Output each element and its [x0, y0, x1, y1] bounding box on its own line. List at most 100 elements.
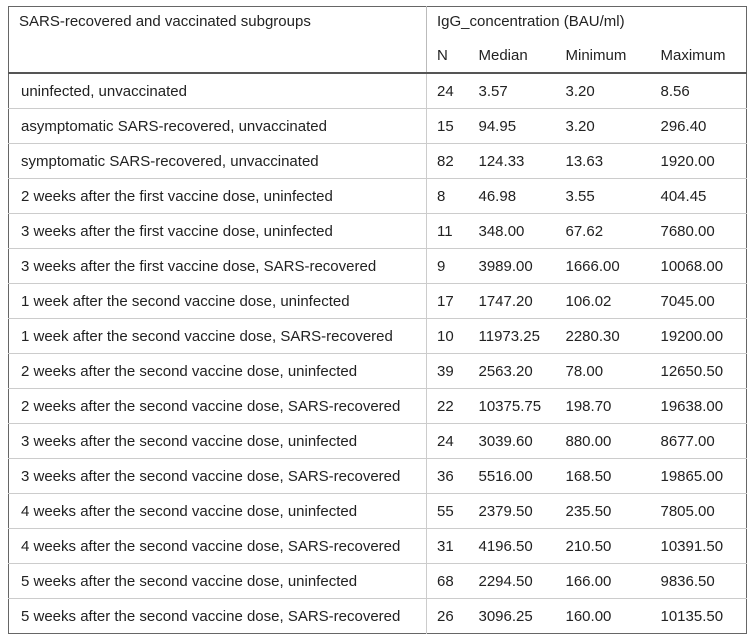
table-row: 3 weeks after the second vaccine dose, S…: [8, 458, 747, 494]
cell: 67.62: [555, 213, 651, 249]
row-label: 3 weeks after the second vaccine dose, u…: [8, 423, 427, 459]
cell: 8677.00: [650, 423, 747, 459]
row-label: 4 weeks after the second vaccine dose, u…: [8, 493, 427, 529]
column-header: Median: [468, 41, 556, 74]
cell: 39: [426, 353, 469, 389]
cell: 348.00: [468, 213, 556, 249]
cell: 19638.00: [650, 388, 747, 424]
group-header: SARS-recovered and vaccinated subgroups: [8, 6, 427, 74]
cell: 1920.00: [650, 143, 747, 179]
table-row: 4 weeks after the second vaccine dose, u…: [8, 493, 747, 529]
cell: 168.50: [555, 458, 651, 494]
cell: 3.20: [555, 108, 651, 144]
table-row: 5 weeks after the second vaccine dose, u…: [8, 563, 747, 599]
cell: 10: [426, 318, 469, 354]
cell: 9: [426, 248, 469, 284]
cell: 78.00: [555, 353, 651, 389]
cell: 880.00: [555, 423, 651, 459]
row-label: 2 weeks after the first vaccine dose, un…: [8, 178, 427, 214]
cell: 7805.00: [650, 493, 747, 529]
cell: 106.02: [555, 283, 651, 319]
row-label: 2 weeks after the second vaccine dose, S…: [8, 388, 427, 424]
table-row: 5 weeks after the second vaccine dose, S…: [8, 598, 747, 634]
cell: 9836.50: [650, 563, 747, 599]
cell: 24: [426, 72, 469, 109]
table-row: uninfected, unvaccinated 24 3.57 3.20 8.56: [8, 72, 747, 109]
cell: 17: [426, 283, 469, 319]
table-row: 2 weeks after the second vaccine dose, u…: [8, 353, 747, 389]
cell: 5516.00: [468, 458, 556, 494]
cell: 2294.50: [468, 563, 556, 599]
row-label: 5 weeks after the second vaccine dose, u…: [8, 563, 427, 599]
cell: 13.63: [555, 143, 651, 179]
cell: 12650.50: [650, 353, 747, 389]
row-label: 4 weeks after the second vaccine dose, S…: [8, 528, 427, 564]
cell: 82: [426, 143, 469, 179]
table-row: 3 weeks after the second vaccine dose, u…: [8, 423, 747, 459]
cell: 36: [426, 458, 469, 494]
data-table: SARS-recovered and vaccinated subgroups …: [8, 6, 748, 634]
cell: 94.95: [468, 108, 556, 144]
cell: 10068.00: [650, 248, 747, 284]
cell: 15: [426, 108, 469, 144]
cell: 235.50: [555, 493, 651, 529]
cell: 55: [426, 493, 469, 529]
cell: 26: [426, 598, 469, 634]
cell: 296.40: [650, 108, 747, 144]
cell: 7045.00: [650, 283, 747, 319]
cell: 11: [426, 213, 469, 249]
cell: 124.33: [468, 143, 556, 179]
cell: 10375.75: [468, 388, 556, 424]
table-row: 3 weeks after the first vaccine dose, SA…: [8, 248, 747, 284]
cell: 24: [426, 423, 469, 459]
table-row: 3 weeks after the first vaccine dose, un…: [8, 213, 747, 249]
cell: 3989.00: [468, 248, 556, 284]
table-row: 2 weeks after the second vaccine dose, S…: [8, 388, 747, 424]
cell: 19200.00: [650, 318, 747, 354]
cell: 8.56: [650, 72, 747, 109]
cell: 8: [426, 178, 469, 214]
row-label: symptomatic SARS-recovered, unvaccinated: [8, 143, 427, 179]
table-row: 2 weeks after the first vaccine dose, un…: [8, 178, 747, 214]
cell: 3.20: [555, 72, 651, 109]
table-row: 4 weeks after the second vaccine dose, S…: [8, 528, 747, 564]
column-header: Maximum: [650, 41, 747, 74]
cell: 19865.00: [650, 458, 747, 494]
row-label: 3 weeks after the first vaccine dose, SA…: [8, 248, 427, 284]
row-label: asymptomatic SARS-recovered, unvaccinate…: [8, 108, 427, 144]
cell: 31: [426, 528, 469, 564]
table-row: asymptomatic SARS-recovered, unvaccinate…: [8, 108, 747, 144]
cell: 3096.25: [468, 598, 556, 634]
cell: 160.00: [555, 598, 651, 634]
row-label: 5 weeks after the second vaccine dose, S…: [8, 598, 427, 634]
row-label: uninfected, unvaccinated: [8, 72, 427, 109]
cell: 22: [426, 388, 469, 424]
measure-header: IgG_concentration (BAU/ml): [437, 13, 625, 30]
cell: 1747.20: [468, 283, 556, 319]
cell: 3039.60: [468, 423, 556, 459]
cell: 166.00: [555, 563, 651, 599]
cell: 46.98: [468, 178, 556, 214]
row-label: 2 weeks after the second vaccine dose, u…: [8, 353, 427, 389]
cell: 7680.00: [650, 213, 747, 249]
column-header: Minimum: [555, 41, 651, 74]
table-row: 1 week after the second vaccine dose, SA…: [8, 318, 747, 354]
cell: 3.57: [468, 72, 556, 109]
table-row: 1 week after the second vaccine dose, un…: [8, 283, 747, 319]
row-label: 3 weeks after the second vaccine dose, S…: [8, 458, 427, 494]
cell: 2563.20: [468, 353, 556, 389]
cell: 198.70: [555, 388, 651, 424]
cell: 210.50: [555, 528, 651, 564]
cell: 3.55: [555, 178, 651, 214]
column-header: N: [426, 41, 469, 74]
row-label: 1 week after the second vaccine dose, un…: [8, 283, 427, 319]
table-row: symptomatic SARS-recovered, unvaccinated…: [8, 143, 747, 179]
cell: 68: [426, 563, 469, 599]
cell: 2379.50: [468, 493, 556, 529]
row-label: 1 week after the second vaccine dose, SA…: [8, 318, 427, 354]
cell: 404.45: [650, 178, 747, 214]
cell: 11973.25: [468, 318, 556, 354]
cell: 4196.50: [468, 528, 556, 564]
cell: 2280.30: [555, 318, 651, 354]
